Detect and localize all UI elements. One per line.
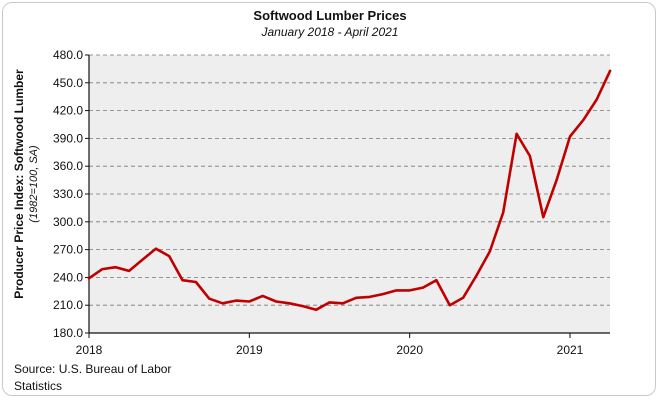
y-tick-label: 270.0	[53, 243, 83, 257]
y-tick-label: 300.0	[53, 215, 83, 229]
x-tick-label: 2019	[236, 343, 263, 357]
y-tick-label: 450.0	[53, 76, 83, 90]
y-tick-label: 480.0	[53, 48, 83, 62]
gridlines	[89, 54, 610, 306]
x-tick-label: 2020	[396, 343, 423, 357]
chart-frame	[2, 2, 656, 396]
y-tick-label: 360.0	[53, 159, 83, 173]
y-axis-label: Producer Price Index: Softwood Lumber	[12, 69, 26, 299]
y-tick-label: 420.0	[53, 104, 83, 118]
y-tick-label: 240.0	[53, 270, 83, 284]
chart-title: Softwood Lumber Prices	[253, 8, 407, 23]
y-tick-labels: 480.0 450.0 420.0 390.0 360.0 330.0 300.0 270.0…	[53, 48, 89, 340]
series-line-ppi-softwood-lumber	[87, 69, 612, 312]
source-note: Source: U.S. Bureau of Labor Statistics	[14, 362, 172, 393]
x-tick-labels: 2018 2019 2020 2021	[76, 333, 584, 357]
chart-subtitle: January 2018 - April 2021	[261, 25, 399, 39]
y-tick-label: 180.0	[53, 326, 83, 340]
y-tick-label: 210.0	[53, 298, 83, 312]
y-tick-label: 390.0	[53, 131, 83, 145]
y-axis-sublabel: (1982=100, SA)	[28, 145, 40, 223]
x-tick-label: 2021	[557, 343, 584, 357]
y-tick-label: 330.0	[53, 187, 83, 201]
x-tick-label: 2018	[76, 343, 103, 357]
